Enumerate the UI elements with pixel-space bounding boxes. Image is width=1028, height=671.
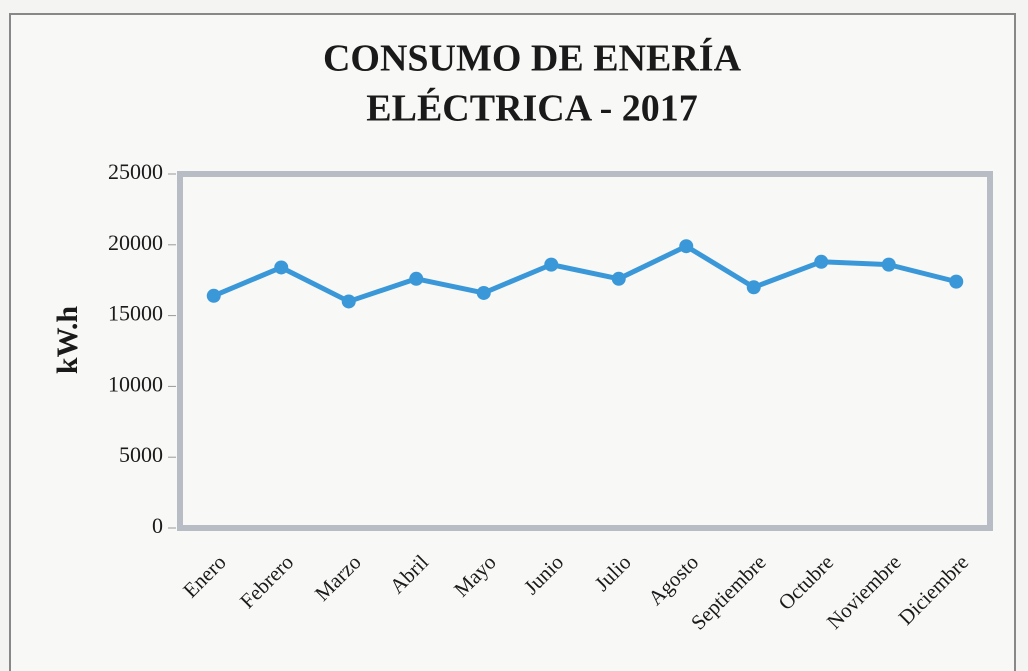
y-tick-label: 10000 [108,371,163,396]
y-axis-label: kW.h [51,306,84,374]
marker [341,294,356,309]
marker [746,280,761,295]
chart-title: CONSUMO DE ENERÍA [323,38,742,80]
y-tick-label: 25000 [108,159,163,184]
plot-frame [177,171,993,531]
marker [949,274,964,289]
marker [476,285,491,300]
y-tick-label: 15000 [108,301,163,326]
y-tick-label: 0 [152,513,163,538]
marker [679,239,694,254]
marker [409,271,424,286]
marker [544,257,559,272]
marker [611,271,626,286]
marker [814,254,829,269]
marker [274,260,289,275]
marker [881,257,896,272]
marker [206,288,221,303]
y-tick-label: 5000 [119,442,163,467]
line [212,243,957,304]
y-tick-label: 20000 [108,230,163,255]
chart-title: ELÉCTRICA - 2017 [366,88,698,130]
